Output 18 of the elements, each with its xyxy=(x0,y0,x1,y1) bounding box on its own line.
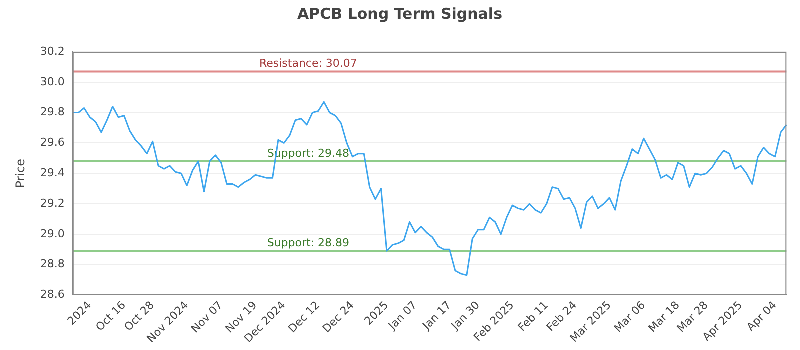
x-tick-label: Apr 04 xyxy=(744,298,780,334)
y-tick-label: 29.0 xyxy=(40,227,65,240)
x-tick-label: Dec 12 xyxy=(286,298,323,336)
y-tick-label: 28.8 xyxy=(40,258,65,271)
ref-line-label: Resistance: 30.07 xyxy=(259,57,358,70)
y-tick-label: 29.6 xyxy=(40,136,65,150)
y-tick-label: 29.2 xyxy=(40,196,65,210)
x-tick-label: Mar 06 xyxy=(612,298,648,336)
y-tick-label: 29.8 xyxy=(40,106,65,119)
y-axis-title: Price xyxy=(13,158,28,188)
y-tick-label: 30.2 xyxy=(40,44,65,58)
y-tick-label: 29.4 xyxy=(40,166,65,180)
ref-line-label: Support: 28.89 xyxy=(267,236,350,250)
x-tick-label: Dec 24 xyxy=(320,298,357,336)
chart-title: APCB Long Term Signals xyxy=(298,4,503,23)
y-tick-label: 30.0 xyxy=(40,75,65,88)
x-tick-label: Nov 07 xyxy=(188,298,226,336)
y-tick-label: 28.6 xyxy=(40,288,65,302)
